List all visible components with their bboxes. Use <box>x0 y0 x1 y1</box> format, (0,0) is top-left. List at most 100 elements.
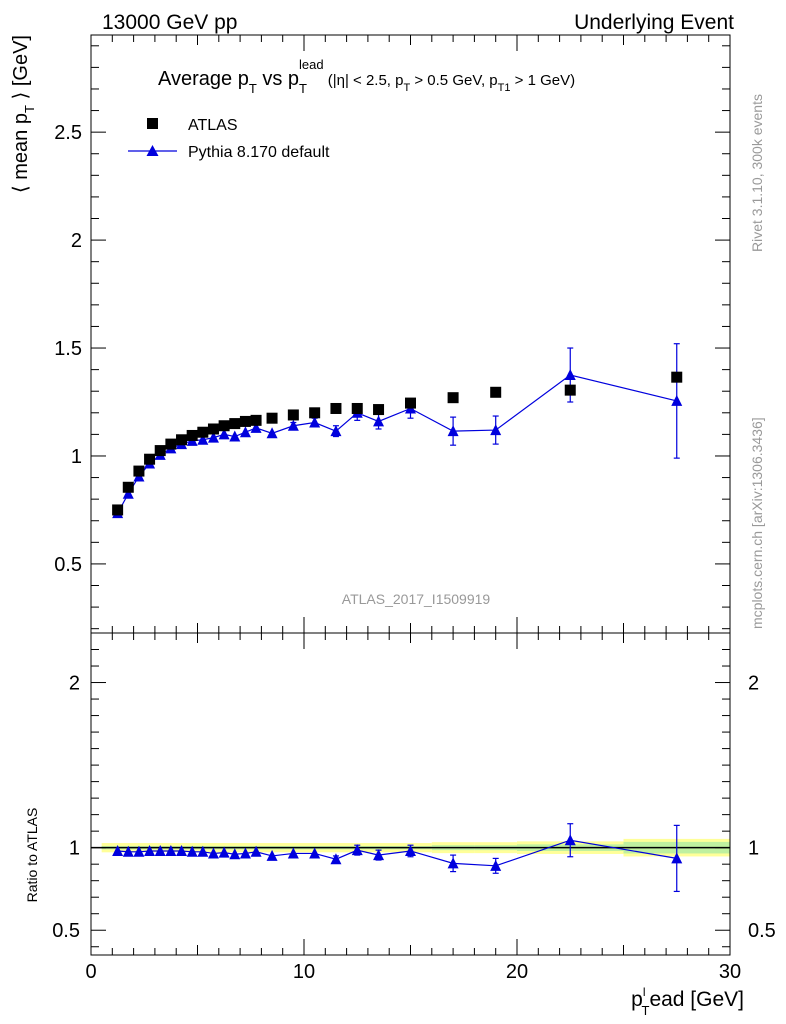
pythia-point <box>197 433 209 445</box>
atlas-point <box>490 386 502 398</box>
pythia-point <box>287 419 299 431</box>
atlas-point <box>165 438 177 450</box>
pythia-point <box>330 425 342 437</box>
xlabel: pl Tead [GeV] <box>631 985 744 1018</box>
atlas-point <box>330 402 342 414</box>
main-panel: 0.5 1 1.5 2 2.5 Average pT vs pTlead (|η| < … <box>54 34 731 634</box>
legend-pythia-marker <box>146 145 159 156</box>
ratio-pythia-point <box>186 845 198 857</box>
ratio-pythia-point <box>351 844 363 856</box>
atlas-point <box>122 481 134 493</box>
atlas-point <box>287 409 299 421</box>
atlas-point <box>564 384 576 396</box>
analysis-watermark: ATLAS_2017_I1509919 <box>342 591 491 607</box>
main-frame <box>90 34 731 634</box>
atlas-point <box>218 420 230 432</box>
ratio-pythia-point <box>144 844 156 856</box>
ratio-pythia-point <box>165 844 177 856</box>
pythia-point <box>373 415 385 427</box>
header-left: 13000 GeV pp <box>102 11 237 34</box>
pythia-point <box>122 487 134 499</box>
atlas-point <box>373 404 385 416</box>
ratio-pythia-point <box>309 847 321 859</box>
ratio-pythia-point <box>447 857 459 869</box>
legend: ATLAS Pythia 8.170 default <box>128 117 330 161</box>
atlas-point <box>266 412 278 424</box>
pythia-point <box>564 369 576 381</box>
atlas-point <box>250 414 262 426</box>
ratio-panel: 0.5 0.5 1 1 2 2 0 10 20 30 <box>52 632 776 983</box>
ratio-pythia-point <box>229 848 241 860</box>
pythia-point <box>250 421 262 433</box>
atlas-point <box>112 504 124 516</box>
xtick-label: 0 <box>85 961 96 983</box>
ratio-pythia-point <box>287 847 299 859</box>
ratio-ytick-label-right: 1 <box>748 838 759 860</box>
xtick-label: 30 <box>719 961 741 983</box>
ratio-ytick-label-right: 0.5 <box>748 920 776 942</box>
main-ytick-label: 0.5 <box>54 554 82 576</box>
pythia-point <box>447 425 459 437</box>
legend-pythia-label: Pythia 8.170 default <box>188 144 330 161</box>
legend-atlas-label: ATLAS <box>188 117 238 134</box>
ratio-pythia-point <box>266 849 278 861</box>
ratio-pythia-point <box>122 845 134 857</box>
ratio-pythia-point <box>207 847 219 859</box>
ratio-pythia-point <box>250 845 262 857</box>
ratio-pythia-point <box>154 844 166 856</box>
atlas-point <box>309 407 321 419</box>
atlas-point <box>133 465 145 477</box>
ratio-pythia-point <box>218 846 230 858</box>
pythia-point <box>239 426 251 438</box>
ratio-pythia-point <box>330 853 342 865</box>
pythia-point <box>218 428 230 440</box>
main-ylabel: ⟨ mean pT ⟩ [GeV] <box>10 35 37 193</box>
main-axis-ticks <box>90 35 731 633</box>
atlas-point <box>229 418 241 430</box>
main-ytick-label: 2 <box>71 230 82 252</box>
main-ytick-label: 1 <box>71 446 82 468</box>
ratio-ytick-label-left: 1 <box>69 838 80 860</box>
ratio-pythia-point <box>490 859 502 871</box>
ratio-pythia-point <box>564 834 576 846</box>
pythia-point <box>266 427 278 439</box>
main-ytick-label: 1.5 <box>54 338 82 360</box>
ratio-axis-ticks <box>90 632 731 955</box>
pythia-point <box>229 430 241 442</box>
atlas-point <box>351 402 363 414</box>
ratio-ytick-label-left: 0.5 <box>52 920 80 942</box>
ratio-ytick-label-left: 2 <box>69 673 80 695</box>
pythia-point <box>207 431 219 443</box>
atlas-point <box>405 397 416 409</box>
atlas-point <box>207 423 219 435</box>
ratio-pythia-point <box>239 847 251 859</box>
atlas-point <box>447 392 459 404</box>
ratio-pythia-point <box>112 844 124 856</box>
pythia-point <box>309 416 321 428</box>
pythia-point <box>490 424 502 436</box>
ratio-xtick-labels: 0 10 20 30 <box>85 961 741 983</box>
ratio-ytick-label-right: 2 <box>748 673 759 695</box>
main-title: Average pT vs pTlead (|η| < 2.5, pT > 0.… <box>158 57 575 96</box>
ratio-pythia-point <box>671 852 683 864</box>
mcplots-credit: mcplots.cern.ch [arXiv:1306.3436] <box>749 417 765 629</box>
ratio-ytick-labels: 0.5 0.5 1 1 2 2 <box>52 673 776 943</box>
atlas-point <box>176 434 188 446</box>
main-ytick-labels: 0.5 1 1.5 2 2.5 <box>54 122 82 576</box>
ratio-pythia-point <box>197 845 209 857</box>
ratio-pythia-point <box>176 844 188 856</box>
ratio-ylabel: Ratio to ATLAS <box>24 808 40 903</box>
atlas-point <box>154 445 166 457</box>
main-ytick-label: 2.5 <box>54 122 82 144</box>
atlas-point <box>671 371 683 383</box>
xtick-label: 10 <box>293 961 315 983</box>
legend-atlas-marker <box>147 118 158 129</box>
atlas-point <box>239 415 251 427</box>
xtick-label: 20 <box>506 961 528 983</box>
atlas-point <box>144 453 156 465</box>
ratio-pythia-point <box>405 844 416 856</box>
rivet-credit: Rivet 3.1.10, 300k events <box>749 94 765 252</box>
ratio-frame <box>90 632 731 956</box>
header-right: Underlying Event <box>574 11 734 34</box>
